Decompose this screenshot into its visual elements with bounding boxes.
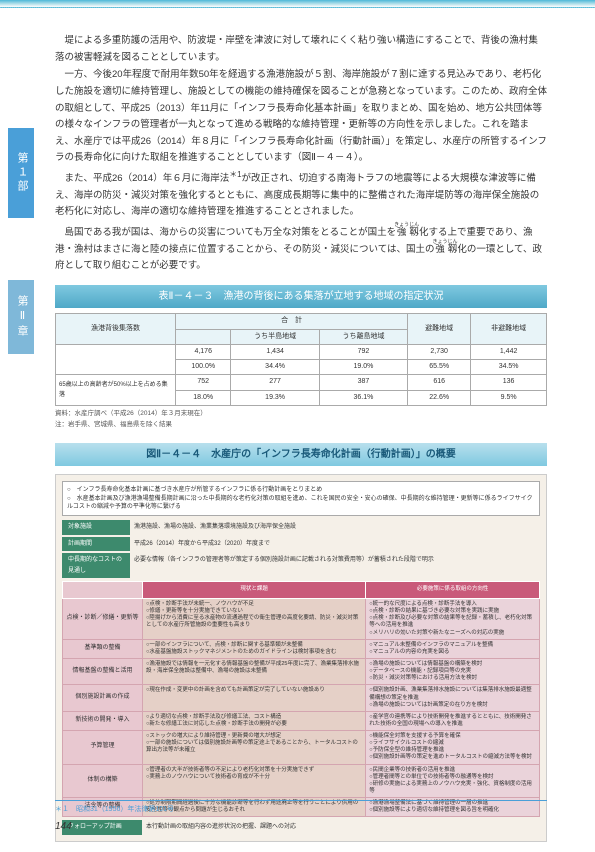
- para-3: また、平成26（2014）年６月に海岸法＊1が改正され、切迫する南海トラフの地震…: [55, 168, 547, 221]
- figure-top-bullets: ○ インフラ長寿命化基本計画に基づき水産庁が所管するインフラに係る行動計画をとり…: [62, 481, 540, 516]
- grid-cell-status: ○現在作成・変更中の計画を含めても計画策定が完了していない施設あり: [143, 685, 366, 711]
- grid-cell-direction: ○産学官の連携等により技術開発を推進するとともに、技術開発された技術の全国の現場…: [366, 711, 540, 730]
- grid-cell-status: ○より適切な点検・診断手法及び修繕工法、コスト構造○新たな修繕工法に対応した点検…: [143, 711, 366, 730]
- grid-cell-status: ○管理者の大半が技術者等の不足により老朽化対策を十分実施できず○実務上のノウハウ…: [143, 764, 366, 798]
- footnote: ＊１ 昭和31（1956）年法律第101号: [55, 800, 547, 814]
- info-label: 中長期的なコストの見通し: [62, 553, 130, 578]
- grid-row-label: 予算管理: [63, 731, 143, 765]
- grid-cell-status: ○漁港施設では情報を一元化する情報基盤の整備が平成25年度に完了、漁業集落排水施…: [143, 658, 366, 684]
- table-title: 表Ⅱ－４－３ 漁港の背後にある集落が立地する地域の指定状況: [55, 285, 547, 309]
- figure-title: 図Ⅱ－４－４ 水産庁の「インフラ長寿命化計画（行動計画）」の概要: [55, 443, 547, 467]
- grid-cell-direction: ○マニュアル未整備のインフラのマニュアルを整備○マニュアルの内容の充実を図る: [366, 639, 540, 658]
- settlement-table: 漁港背後集落数合 計避難地域非避難地域 うち半島地域うち離島地域 4,1761,…: [55, 313, 547, 406]
- grid-row-label: 新技術の開発・導入: [63, 711, 143, 730]
- grid-row-label: 個別施設計画の作成: [63, 685, 143, 711]
- para-4: 島国である我が国は、海からの災害についても万全な対策をとることが国土を強きょう靱…: [55, 222, 547, 275]
- followup-label: フォローアップ計画: [62, 820, 142, 835]
- grid-cell-status: ○ストックの増大により維持管理・更新費の増大が想定○一部の施設については個別施設…: [143, 731, 366, 765]
- grid-cell-direction: ○機能保全対策を支援する予算を確保○ライフサイクルコストの縮減○予防保全型の維持…: [366, 731, 540, 765]
- grid-row-label: 点検・診断／修繕・更新等: [63, 598, 143, 639]
- grid-cell-direction: ○統一的な尺度による点検・診断手法を導入○点検・診断の結果に基づき必要な対策を実…: [366, 598, 540, 639]
- followup-text: 本行動計画の取組内容の進捗状況の把握、課題への対応: [146, 820, 296, 835]
- grid-cell-direction: ○民間企業等の技術者の活用を推進○管理者間等との単位での技術者等の融通等を検討○…: [366, 764, 540, 798]
- table-note: 資料：水産庁調べ（平成26（2014）年３月末現在）注：岩手県、宮城県、福島県を…: [55, 408, 547, 431]
- para-1: 堤による多重防護の活用や、防波堤・岸壁を津波に対して壊れにくく粘り強い構造にする…: [55, 33, 547, 66]
- figure-box: ○ インフラ長寿命化基本計画に基づき水産庁が所管するインフラに係る行動計画をとり…: [55, 474, 547, 842]
- grid-row-label: 情報基盤の整備と活用: [63, 658, 143, 684]
- para-2: 一方、今後20年程度で耐用年数50年を経過する漁港施設が５割、海岸施設が７割に達…: [55, 67, 547, 167]
- info-text: 漁港施設、漁場の施設、漁業集落環境施設及び海岸保全施設: [134, 520, 540, 535]
- page-top-border: [0, 0, 595, 8]
- info-label: 対象施設: [62, 520, 130, 535]
- grid-row-label: 体制の構築: [63, 764, 143, 798]
- side-tab-chapter2: 第Ⅱ章: [8, 280, 34, 354]
- figure-grid: 現状と課題必要施策に係る取組の方向性 点検・診断／修繕・更新等○点検・診断手法が…: [62, 581, 540, 817]
- grid-cell-status: ○一部のインフラについて、点検・診断に関する基準類が未整備○水産基盤施設ストック…: [143, 639, 366, 658]
- grid-cell-direction: ○漁場の施設については情報基盤の構築を検討○データベースの機能・記録項目等の充実…: [366, 658, 540, 684]
- page-number: 144: [55, 821, 72, 832]
- info-label: 計画期間: [62, 537, 130, 552]
- grid-row-label: 基準類の整備: [63, 639, 143, 658]
- grid-cell-status: ○点検・診断手法が未統一、ノウハウが不足○修繕・更新等を十分実施できていない○陸…: [143, 598, 366, 639]
- grid-cell-direction: ○個別施設計画、漁業集落排水施設については集落排水施設最適整備構想の策定を推進○…: [366, 685, 540, 711]
- side-tab-part1: 第１部: [8, 128, 34, 218]
- info-text: 必要な情報（各インフラの管理者等が策定する個別施設計画に記載される対策費用等）が…: [134, 553, 540, 578]
- main-content: 堤による多重防護の活用や、防波堤・岸壁を津波に対して壊れにくく粘り強い構造にする…: [0, 8, 595, 852]
- followup-row: フォローアップ計画 本行動計画の取組内容の進捗状況の把握、課題への対応: [62, 820, 540, 835]
- info-text: 平成26（2014）年度から平成32（2020）年度まで: [134, 537, 540, 552]
